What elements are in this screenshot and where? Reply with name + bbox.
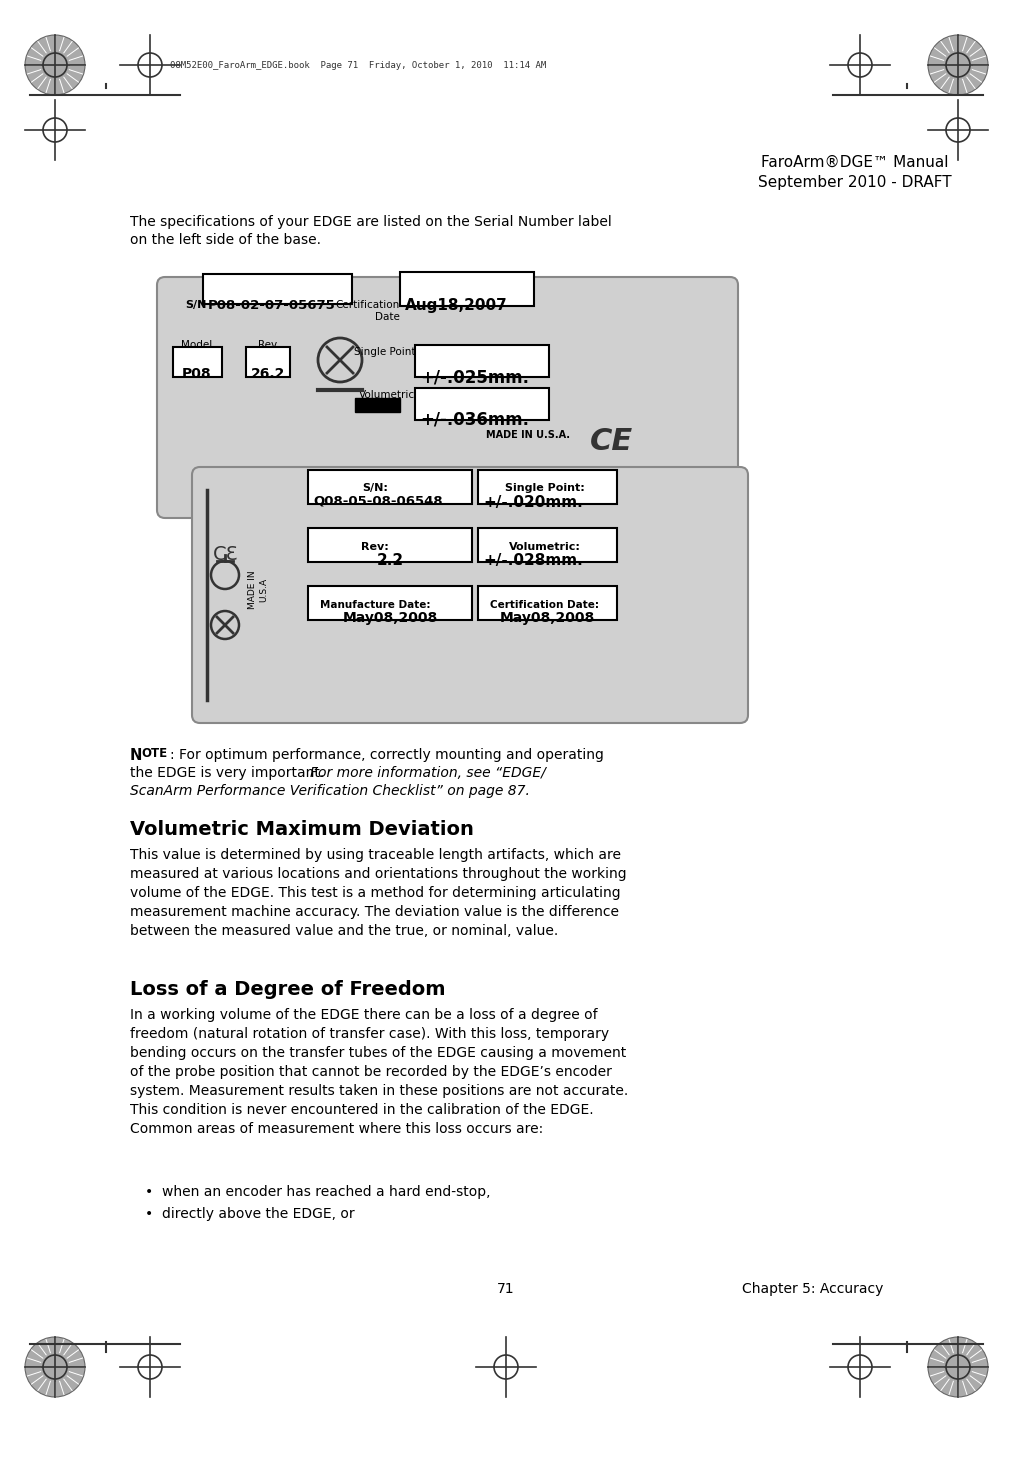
FancyBboxPatch shape — [400, 272, 534, 306]
FancyBboxPatch shape — [415, 387, 549, 420]
Text: ScanArm Performance Verification Checklist” on page 87.: ScanArm Performance Verification Checkli… — [130, 784, 530, 798]
FancyBboxPatch shape — [246, 346, 290, 377]
Circle shape — [928, 1338, 988, 1398]
FancyBboxPatch shape — [308, 528, 472, 561]
Text: +/-.025mm.: +/-.025mm. — [420, 368, 529, 386]
Text: P08: P08 — [182, 367, 212, 382]
Text: May08,2008: May08,2008 — [499, 611, 595, 624]
Text: Volumetric:: Volumetric: — [510, 542, 580, 553]
Text: S/N:: S/N: — [362, 482, 388, 493]
Text: The specifications of your EDGE are listed on the Serial Number label
on the lef: The specifications of your EDGE are list… — [130, 215, 612, 247]
FancyBboxPatch shape — [415, 345, 549, 377]
Bar — [355, 398, 400, 412]
Text: N: N — [130, 749, 143, 763]
FancyBboxPatch shape — [173, 346, 222, 377]
Text: Volumetric Maximum Deviation: Volumetric Maximum Deviation — [130, 820, 474, 839]
FancyBboxPatch shape — [478, 469, 617, 504]
Text: S/N: S/N — [185, 300, 207, 310]
Text: For more information, see “EDGE/: For more information, see “EDGE/ — [310, 766, 546, 781]
Text: Single Point:: Single Point: — [505, 482, 585, 493]
Text: Chapter 5: Accuracy: Chapter 5: Accuracy — [742, 1282, 883, 1295]
Text: Model: Model — [181, 341, 213, 349]
FancyBboxPatch shape — [203, 273, 352, 304]
Circle shape — [25, 1338, 85, 1398]
Text: +/-.020mm.: +/-.020mm. — [483, 496, 582, 510]
Text: P08-02-07-05675: P08-02-07-05675 — [208, 300, 335, 311]
Text: Certification Date:: Certification Date: — [490, 599, 600, 610]
Text: OTE: OTE — [141, 747, 167, 760]
Text: Rev:: Rev: — [361, 542, 389, 553]
Text: •  when an encoder has reached a hard end-stop,: • when an encoder has reached a hard end… — [145, 1186, 490, 1199]
FancyBboxPatch shape — [308, 586, 472, 620]
Circle shape — [25, 35, 85, 95]
Text: +/-.028mm.: +/-.028mm. — [483, 553, 582, 569]
Text: 2.2: 2.2 — [377, 553, 403, 569]
Text: Single Point: Single Point — [354, 346, 415, 357]
Text: Loss of a Degree of Freedom: Loss of a Degree of Freedom — [130, 980, 446, 999]
Text: MADE IN U.S.A.: MADE IN U.S.A. — [486, 430, 570, 440]
FancyBboxPatch shape — [478, 528, 617, 561]
Text: FaroArm®DGE™ Manual: FaroArm®DGE™ Manual — [761, 155, 949, 170]
Text: MADE IN
U.S.A: MADE IN U.S.A — [248, 570, 268, 610]
FancyBboxPatch shape — [192, 466, 748, 724]
Circle shape — [928, 35, 988, 95]
Text: •  directly above the EDGE, or: • directly above the EDGE, or — [145, 1208, 355, 1221]
Text: Manufacture Date:: Manufacture Date: — [320, 599, 431, 610]
Text: : For optimum performance, correctly mounting and operating: : For optimum performance, correctly mou… — [170, 749, 604, 762]
Text: September 2010 - DRAFT: September 2010 - DRAFT — [758, 175, 952, 190]
Text: In a working volume of the EDGE there can be a loss of a degree of
freedom (natu: In a working volume of the EDGE there ca… — [130, 1007, 628, 1136]
Text: Rev: Rev — [258, 341, 278, 349]
Text: CƐ: CƐ — [213, 545, 238, 564]
Text: Volumetric: Volumetric — [359, 390, 415, 401]
Text: the EDGE is very important.: the EDGE is very important. — [130, 766, 328, 781]
Text: CE: CE — [590, 427, 633, 456]
Text: 26.2: 26.2 — [251, 367, 286, 382]
Text: Q08-05-08-06548: Q08-05-08-06548 — [313, 496, 443, 507]
Text: 08M52E00_FaroArm_EDGE.book  Page 71  Friday, October 1, 2010  11:14 AM: 08M52E00_FaroArm_EDGE.book Page 71 Frida… — [170, 60, 546, 70]
Text: This value is determined by using traceable length artifacts, which are
measured: This value is determined by using tracea… — [130, 848, 627, 937]
FancyBboxPatch shape — [308, 469, 472, 504]
Text: 71: 71 — [497, 1282, 515, 1295]
Text: Aug18,2007: Aug18,2007 — [405, 298, 508, 313]
FancyBboxPatch shape — [478, 586, 617, 620]
Text: +/-.036mm.: +/-.036mm. — [420, 411, 529, 428]
FancyBboxPatch shape — [157, 276, 738, 518]
Text: May08,2008: May08,2008 — [342, 611, 438, 624]
Text: Certification
Date: Certification Date — [335, 300, 400, 322]
